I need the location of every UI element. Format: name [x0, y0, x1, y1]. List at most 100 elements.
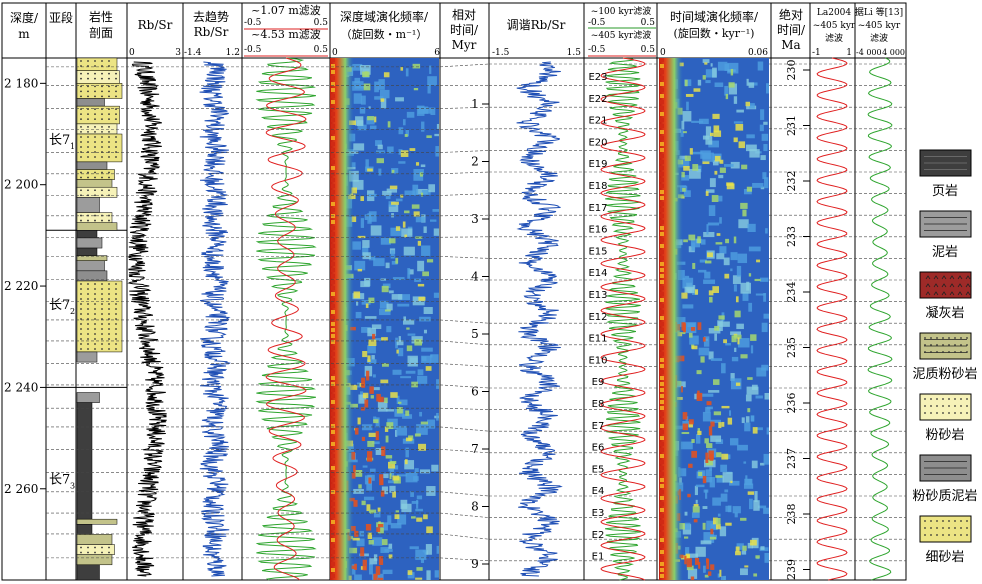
lith-dot [94, 136, 96, 138]
legend-pattern-dot [960, 527, 962, 529]
lith-dot [101, 113, 103, 116]
rel-tie-line-3 [439, 128, 490, 130]
lith-dot [108, 60, 110, 62]
abstime-label-236: 236 [785, 393, 798, 414]
time-evo-edge [660, 304, 664, 308]
rel-tie-line-5 [439, 171, 490, 175]
depth-evo-edge [331, 538, 335, 542]
depth-evo-edge [331, 280, 335, 284]
abstime-label-239: 239 [785, 559, 798, 580]
depth-evo-edge [331, 136, 335, 140]
time-evo-front [659, 58, 769, 580]
lith-bed-14 [76, 230, 98, 239]
substage-column: 长7 1长7 2长7 3 [46, 133, 127, 491]
legend-pattern-dot [936, 398, 938, 400]
kyr-top-max: 0.5 [641, 18, 656, 28]
time-evo-edge [660, 256, 664, 260]
lith-dot [101, 293, 103, 295]
legend-pattern-dot [936, 344, 938, 346]
depth-evo-edge [331, 268, 335, 272]
depth-evo-edge [331, 430, 335, 434]
lith-dot [94, 348, 96, 350]
depth-evo-edge [331, 142, 335, 146]
depth-evo-edge [331, 574, 335, 578]
lith-dot [101, 77, 103, 80]
lith-dot [87, 189, 89, 192]
lith-dot [94, 343, 96, 345]
legend-pattern-v [925, 275, 931, 280]
header-detrend-2: Rb/Sr [194, 25, 229, 39]
time-evo-edge [660, 100, 664, 104]
legend-pattern-dot [942, 351, 944, 353]
legend-pattern-dot [948, 527, 950, 529]
lith-dot [94, 298, 96, 300]
column-dividers [45, 3, 907, 580]
lith-dot [108, 283, 110, 285]
lith-dot [115, 136, 117, 138]
lith-dot [115, 338, 117, 340]
time-evo-edge [660, 280, 664, 284]
legend-pattern-dot [954, 398, 956, 400]
reltime-label-6: 6 [471, 385, 479, 399]
lith-dot [108, 313, 110, 315]
time-evo-edge [660, 88, 664, 92]
lith-dot [80, 338, 82, 340]
header-abstime-2: 时间/ [777, 23, 806, 37]
lith-dot [108, 303, 110, 305]
lith-dot [115, 333, 117, 335]
rel-tie-line-15 [439, 384, 490, 389]
lith-dot [115, 298, 117, 300]
depth-evo-edge [331, 508, 335, 512]
lith-dot [94, 141, 96, 143]
abstime-label-231: 231 [785, 115, 798, 136]
lith-dot [80, 118, 82, 121]
lith-dot [101, 171, 103, 174]
filter-bottom-max: 0.5 [314, 45, 329, 55]
abstime-label-235: 235 [785, 337, 798, 358]
legend-pattern-dot [948, 337, 950, 339]
lith-dot [87, 308, 89, 310]
legend-pattern-v [933, 275, 939, 280]
legend-pattern-dot [942, 337, 944, 339]
lith-bed-0 [76, 57, 118, 71]
la2004-curve [816, 57, 848, 581]
lith-dot [108, 328, 110, 330]
lith-dot [94, 328, 96, 330]
reltime-label-4: 4 [471, 270, 479, 284]
time-evo-edge [660, 226, 664, 230]
time-evo-edge [660, 166, 664, 170]
header-filter-1: ~1.07 m滤波 [251, 4, 321, 17]
rel-tie-line-9 [439, 256, 490, 259]
depth-evo-edge [331, 82, 335, 86]
time-evo-edge [660, 340, 664, 344]
header-filter-2: ~4.53 m滤波 [251, 28, 321, 41]
lith-dot [115, 113, 117, 116]
reltime-label-1: 1 [471, 97, 479, 111]
rel-tie-line-2 [439, 106, 490, 109]
depth-evo-edge [331, 412, 335, 416]
depth-evo-edge [331, 100, 335, 104]
rbsr-curve-track [127, 61, 167, 577]
time-evo-edge [660, 334, 664, 338]
lith-dot [108, 95, 110, 98]
time-evo-edge [660, 388, 664, 392]
legend-pattern-v [925, 283, 931, 288]
depth-evo-edge [331, 382, 335, 386]
lith-dot [94, 333, 96, 335]
header-la-1: La2004 [817, 8, 852, 18]
lith-dot [115, 118, 117, 121]
legend-pattern-dot [942, 520, 944, 522]
depth-evo-edge [331, 466, 335, 470]
lith-dot [108, 146, 110, 148]
timefreq-max: 0.06 [748, 48, 768, 58]
legend-swatch-6 [919, 515, 972, 543]
depth-evo-edge [331, 160, 335, 164]
lith-bed-5 [76, 123, 118, 135]
legend-pattern-dot [924, 337, 926, 339]
header-depth-1: 深度/ [10, 10, 39, 25]
legend-pattern-dot [936, 405, 938, 407]
time-evo-edge [660, 538, 664, 542]
time-evo-edge [660, 298, 664, 302]
legend-pattern-dot [942, 527, 944, 529]
